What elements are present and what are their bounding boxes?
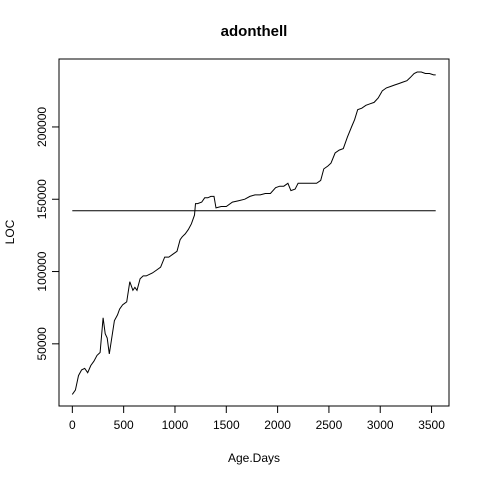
y-tick-label: 100000 <box>35 251 49 291</box>
y-tick-label: 200000 <box>35 107 49 147</box>
loc-series-line <box>71 71 436 395</box>
series-layer <box>71 71 436 395</box>
y-tick-label: 50000 <box>35 327 49 361</box>
x-tick-label: 1000 <box>162 418 189 432</box>
chart-title: adonthell <box>221 23 288 40</box>
plot-frame <box>58 58 450 407</box>
x-tick-label: 3500 <box>418 418 445 432</box>
x-tick-label: 0 <box>69 418 76 432</box>
y-axis-label: LOC <box>3 219 17 244</box>
x-tick-label: 3000 <box>367 418 394 432</box>
x-tick-label: 2000 <box>264 418 291 432</box>
x-axis: 0 500 1000 1500 2000 2500 3000 3500 <box>69 405 445 432</box>
x-axis-label: Age.Days <box>228 451 280 465</box>
y-axis: 50000 100000 150000 200000 <box>35 107 60 361</box>
y-tick-label: 150000 <box>35 179 49 219</box>
x-tick-label: 2500 <box>316 418 343 432</box>
x-tick-label: 1500 <box>213 418 240 432</box>
x-tick-label: 500 <box>114 418 134 432</box>
